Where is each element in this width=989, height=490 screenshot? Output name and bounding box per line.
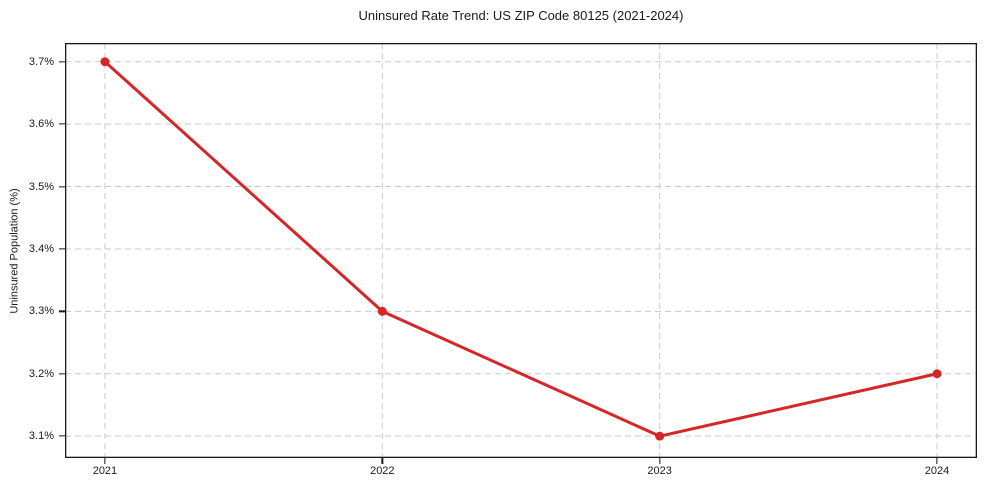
data-point xyxy=(655,431,665,441)
x-tick-label: 2024 xyxy=(924,465,950,477)
y-tick-mark xyxy=(59,373,65,375)
x-tick-mark xyxy=(659,458,661,464)
x-tick-label: 2022 xyxy=(370,465,395,477)
y-tick-mark xyxy=(59,61,65,63)
chart-title: Uninsured Rate Trend: US ZIP Code 80125 … xyxy=(358,8,684,23)
x-tick-mark xyxy=(381,458,383,464)
x-tick-mark xyxy=(936,458,938,464)
plot-border xyxy=(65,43,977,458)
y-tick-label: 3.6% xyxy=(28,118,54,131)
x-tick-label: 2023 xyxy=(647,465,672,477)
y-tick-label: 3.3% xyxy=(28,305,54,318)
y-tick-label: 3.2% xyxy=(28,367,54,380)
y-tick-label: 3.4% xyxy=(28,242,54,255)
x-axis-ticks: 2021 2022 2023 2024 xyxy=(65,458,977,490)
line-chart-canvas xyxy=(65,43,977,458)
y-tick-label: 3.5% xyxy=(28,180,54,193)
data-point xyxy=(100,57,110,67)
y-tick-mark xyxy=(59,310,65,312)
x-tick-mark xyxy=(104,458,106,464)
y-tick-mark xyxy=(59,435,65,437)
data-point xyxy=(932,369,942,379)
y-axis-ticks: 3.1% 3.2% 3.3% 3.4% 3.5% 3.6% 3.7% xyxy=(0,43,65,458)
x-tick-label: 2021 xyxy=(92,465,118,477)
trend-line xyxy=(103,60,939,438)
plot-area xyxy=(65,43,977,458)
y-tick-mark xyxy=(59,123,65,125)
data-point xyxy=(377,306,387,316)
y-tick-label: 3.7% xyxy=(28,55,54,68)
y-tick-mark xyxy=(59,248,65,250)
y-tick-mark xyxy=(59,185,65,188)
y-tick-label: 3.1% xyxy=(28,430,54,443)
